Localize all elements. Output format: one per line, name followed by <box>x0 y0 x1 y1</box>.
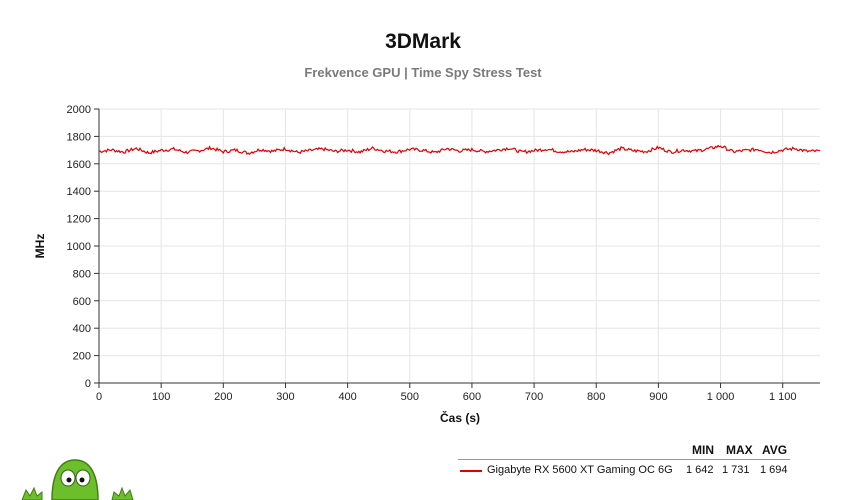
legend-avg-value: 1 694 <box>760 464 788 476</box>
x-tick-label: 1 000 <box>707 391 735 403</box>
legend-header-avg: AVG <box>762 443 788 457</box>
x-tick-label: 600 <box>463 391 481 403</box>
legend-series-name: Gigabyte RX 5600 XT Gaming OC 6G <box>487 464 673 476</box>
x-axis-title: Čas (s) <box>440 410 480 425</box>
legend-header-min: MIN <box>692 443 714 457</box>
legend-header-max: MAX <box>726 443 753 457</box>
mascot-right-hand <box>111 486 134 500</box>
mascot-left-hand <box>21 486 43 500</box>
x-tick-label: 700 <box>525 391 543 403</box>
y-tick-label: 200 <box>73 351 91 363</box>
y-tick-label: 1200 <box>67 214 91 226</box>
y-tick-label: 400 <box>73 323 91 335</box>
x-tick-label: 400 <box>338 391 356 403</box>
y-tick-label: 600 <box>73 296 91 308</box>
x-tick-label: 1 100 <box>769 391 797 403</box>
x-tick-label: 800 <box>587 391 605 403</box>
y-tick-label: 2000 <box>67 104 91 116</box>
series-line <box>98 144 821 156</box>
y-tick-label: 0 <box>85 378 91 390</box>
x-tick-label: 200 <box>214 391 232 403</box>
y-axis-title: MHz <box>33 234 47 259</box>
x-tick-label: 300 <box>276 391 294 403</box>
legend-min-value: 1 642 <box>686 464 714 476</box>
x-tick-label: 500 <box>401 391 419 403</box>
legend-separator <box>458 459 790 460</box>
legend-swatch <box>460 470 482 472</box>
y-tick-label: 1600 <box>67 159 91 171</box>
chart-title: 3DMark <box>385 30 461 53</box>
x-tick-label: 900 <box>649 391 667 403</box>
line-chart: 0 200 400 600 800 1000 1200 1400 1600 1800 2000 0 10… <box>33 104 821 425</box>
x-tick-label: 100 <box>152 391 170 403</box>
y-tick-label: 1000 <box>67 241 91 253</box>
y-tick-label: 1800 <box>67 131 91 143</box>
chart-subtitle: Frekvence GPU | Time Spy Stress Test <box>304 65 542 80</box>
y-tick-label: 800 <box>73 268 91 280</box>
mascot-logo <box>21 459 134 500</box>
y-tick-label: 1400 <box>67 186 91 198</box>
legend-max-value: 1 731 <box>722 464 750 476</box>
x-tick-label: 0 <box>96 391 102 403</box>
